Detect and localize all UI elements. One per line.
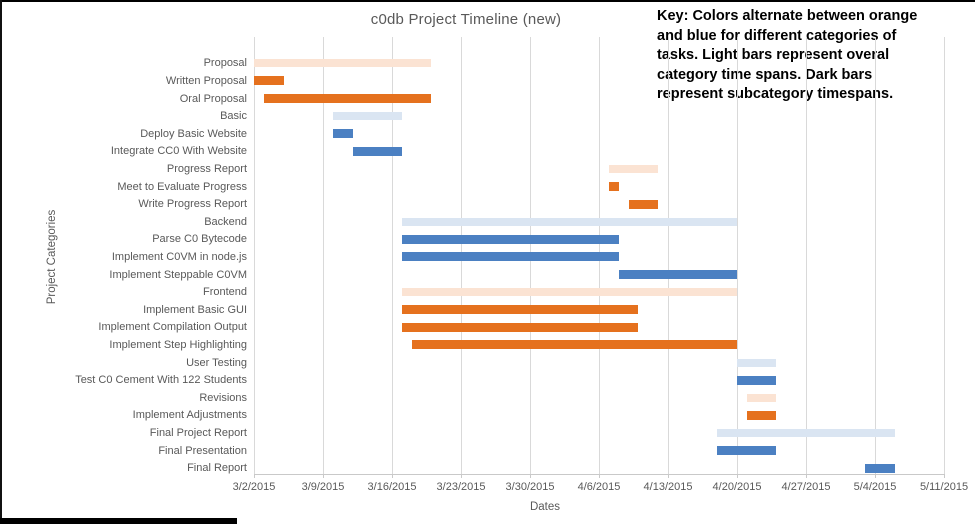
- category-label: Test C0 Cement With 122 Students: [75, 374, 247, 387]
- category-label: Implement Compilation Output: [98, 321, 247, 334]
- key-note-line: represent subcategory timespans.: [657, 86, 894, 102]
- gantt-bar-category: [401, 217, 737, 226]
- category-label: Progress Report: [166, 162, 247, 175]
- axis-tickmark: [943, 474, 945, 478]
- category-label: Backend: [204, 215, 247, 228]
- gridline: [667, 37, 669, 474]
- date-tick-label: 3/2/2015: [232, 481, 276, 493]
- gantt-bar-subcategory: [628, 199, 659, 209]
- gantt-bar-subcategory: [737, 375, 777, 385]
- chart-title: c0db Project Timeline (new): [370, 11, 562, 28]
- category-label: Implement Steppable C0VM: [109, 268, 247, 281]
- date-tick-label: 3/9/2015: [301, 481, 345, 493]
- axis-tickmark: [874, 474, 876, 478]
- date-tick-label: 3/23/2015: [436, 481, 486, 493]
- gridline: [253, 37, 255, 474]
- axis-tickmark: [460, 474, 462, 478]
- axis-tickmark: [598, 474, 600, 478]
- category-label: Revisions: [199, 391, 247, 404]
- gantt-bar-category: [746, 393, 777, 402]
- axis-tickmark: [736, 474, 738, 478]
- gantt-bar-category: [737, 358, 777, 367]
- gridline: [322, 37, 324, 474]
- axis-tickmark: [253, 474, 255, 478]
- gridline: [805, 37, 807, 474]
- date-tick-label: 3/30/2015: [505, 481, 555, 493]
- gantt-bar-category: [608, 164, 659, 173]
- date-tick-label: 4/13/2015: [643, 481, 693, 493]
- bottom-left-border-line: [0, 518, 237, 524]
- gantt-bar-subcategory: [608, 182, 619, 191]
- date-tick-label: 4/27/2015: [781, 481, 831, 493]
- date-tick-label: 5/11/2015: [919, 481, 969, 493]
- category-label: Implement C0VM in node.js: [111, 250, 247, 263]
- gridline: [391, 37, 393, 474]
- category-label: Deploy Basic Website: [140, 127, 247, 140]
- category-label: Implement Adjustments: [132, 409, 247, 422]
- top-border-line: [0, 0, 975, 2]
- category-label: Meet to Evaluate Progress: [117, 180, 247, 193]
- category-label: Oral Proposal: [179, 92, 247, 105]
- gantt-bar-subcategory: [352, 146, 402, 156]
- category-label: Written Proposal: [165, 74, 247, 87]
- key-note-line: Key: Colors alternate between orange: [657, 8, 918, 24]
- category-label: Write Progress Report: [138, 198, 247, 211]
- axis-tickmark: [391, 474, 393, 478]
- x-axis-title: Dates: [529, 501, 561, 513]
- category-label: Integrate CC0 With Website: [110, 145, 247, 158]
- gantt-bar-subcategory: [746, 410, 777, 420]
- gantt-bar-category: [254, 59, 432, 68]
- key-note-line: category time spans. Dark bars: [657, 66, 873, 83]
- gantt-bar-subcategory: [254, 76, 284, 86]
- x-axis-line: [254, 474, 944, 475]
- gantt-bar-subcategory: [263, 94, 432, 103]
- gridline: [736, 37, 738, 474]
- gantt-bar-subcategory: [717, 446, 777, 455]
- axis-tickmark: [529, 474, 531, 478]
- gantt-bar-subcategory: [401, 322, 639, 332]
- gantt-bar-category: [401, 288, 737, 297]
- gantt-bar-subcategory: [411, 340, 737, 350]
- date-tick-label: 4/6/2015: [577, 481, 621, 493]
- axis-tickmark: [667, 474, 669, 478]
- gantt-bar-subcategory: [332, 129, 353, 139]
- category-label: Final Report: [187, 462, 247, 475]
- axis-tickmark: [805, 474, 807, 478]
- gantt-bar-subcategory: [401, 234, 619, 244]
- category-label: Implement Step Highlighting: [109, 338, 247, 351]
- gantt-bar-category: [717, 428, 895, 437]
- category-label: Implement Basic GUI: [143, 303, 247, 316]
- gantt-bar-subcategory: [401, 252, 619, 262]
- date-tick-label: 5/4/2015: [853, 481, 897, 493]
- key-note-line: tasks. Light bars represent overal: [657, 47, 890, 63]
- date-tick-label: 3/16/2015: [367, 481, 417, 493]
- category-label: Final Presentation: [158, 444, 247, 457]
- gantt-bar-category: [332, 112, 402, 121]
- gantt-bar-subcategory: [618, 270, 737, 279]
- category-label: Final Project Report: [149, 426, 247, 439]
- key-note-line: and blue for different categories of: [657, 27, 897, 44]
- category-label: Parse C0 Bytecode: [152, 233, 247, 246]
- gantt-bar-subcategory: [401, 305, 639, 315]
- gridline: [874, 37, 876, 474]
- axis-tickmark: [322, 474, 324, 478]
- gantt-bar-subcategory: [865, 463, 895, 473]
- left-border-line: [0, 0, 2, 524]
- category-label: User Testing: [186, 356, 247, 369]
- category-label: Frontend: [202, 286, 247, 299]
- category-label: Basic: [220, 110, 247, 123]
- gridline: [943, 37, 945, 474]
- category-label: Proposal: [203, 57, 247, 70]
- color-key-note: Key: Colors alternate between orange and …: [657, 7, 973, 105]
- date-tick-label: 4/20/2015: [712, 481, 762, 493]
